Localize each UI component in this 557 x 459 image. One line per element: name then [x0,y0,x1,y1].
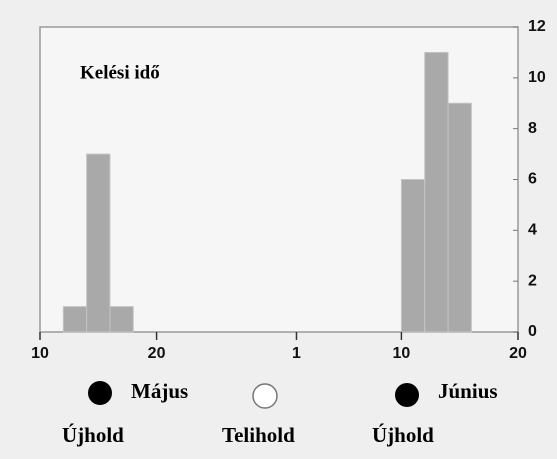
x-tick-label: 20 [148,345,166,362]
annotation: Május [131,379,188,403]
bar [86,153,111,333]
x-tick-label: 20 [509,345,527,362]
y-tick-label: 2 [528,272,537,289]
new-moon-icon [88,381,112,405]
annotation: Újhold [372,423,434,447]
y-tick-label: 12 [528,18,546,35]
annotation: Június [438,379,498,403]
bar [447,102,472,333]
x-tick-label: 1 [292,345,301,362]
chart-title: Kelési idő [80,62,160,83]
bar [62,306,88,333]
y-tick-label: 4 [528,222,537,239]
bar [109,306,134,333]
full-moon-icon [252,383,278,409]
bar [400,179,426,333]
new-moon-icon [395,383,419,407]
annotation: Telihold [222,423,295,447]
y-tick-label: 6 [528,171,537,188]
y-tick-label: 0 [528,323,537,340]
y-tick-label: 8 [528,120,537,137]
y-tick-label: 10 [528,69,546,86]
bar [424,51,449,333]
annotation: Újhold [62,423,124,447]
x-tick-label: 10 [393,345,411,362]
x-tick-label: 10 [31,345,49,362]
